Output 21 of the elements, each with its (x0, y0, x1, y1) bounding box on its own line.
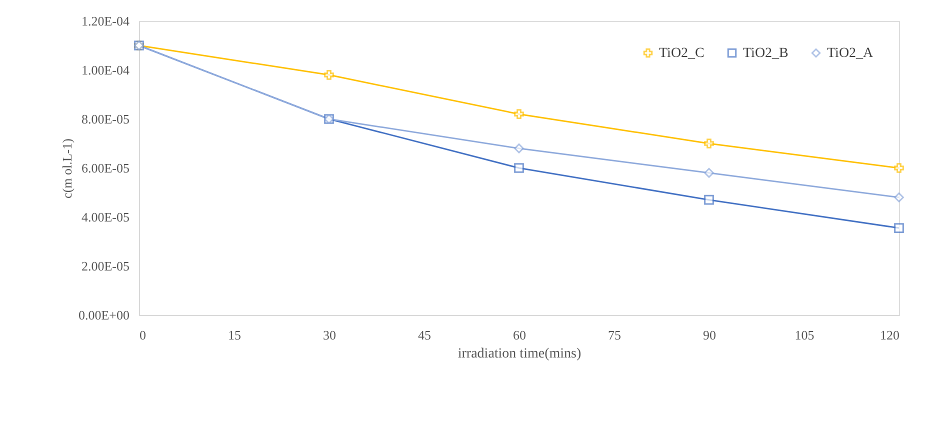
x-tick-label: 15 (228, 328, 241, 342)
x-tick-label: 30 (323, 328, 336, 342)
legend-label: TiO2_B (743, 46, 788, 61)
y-tick-label: 8.00E-05 (81, 112, 130, 126)
x-axis-title: irradiation time(mins) (458, 346, 582, 362)
y-tick-label: 2.00E-05 (81, 258, 130, 274)
x-tick-label: 105 (794, 328, 814, 342)
y-tick-label: 4.00E-05 (81, 210, 130, 224)
x-tick-label: 90 (703, 328, 716, 342)
legend-label: TiO2_A (827, 46, 874, 61)
x-tick-label: 0 (140, 328, 146, 342)
legend-label: TiO2_C (659, 46, 704, 61)
y-tick-label: 1.00E-04 (81, 62, 130, 78)
x-tick-label: 75 (608, 328, 621, 342)
y-tick-label: 1.20E-04 (81, 14, 130, 28)
y-axis-title: c(m ol.L-1) (59, 138, 74, 198)
y-tick-label: 6.00E-05 (81, 160, 130, 176)
x-tick-label: 60 (513, 328, 526, 342)
x-tick-label: 120 (880, 328, 900, 342)
x-tick-label: 45 (418, 328, 431, 342)
y-tick-label: 0.00E+00 (78, 308, 130, 322)
